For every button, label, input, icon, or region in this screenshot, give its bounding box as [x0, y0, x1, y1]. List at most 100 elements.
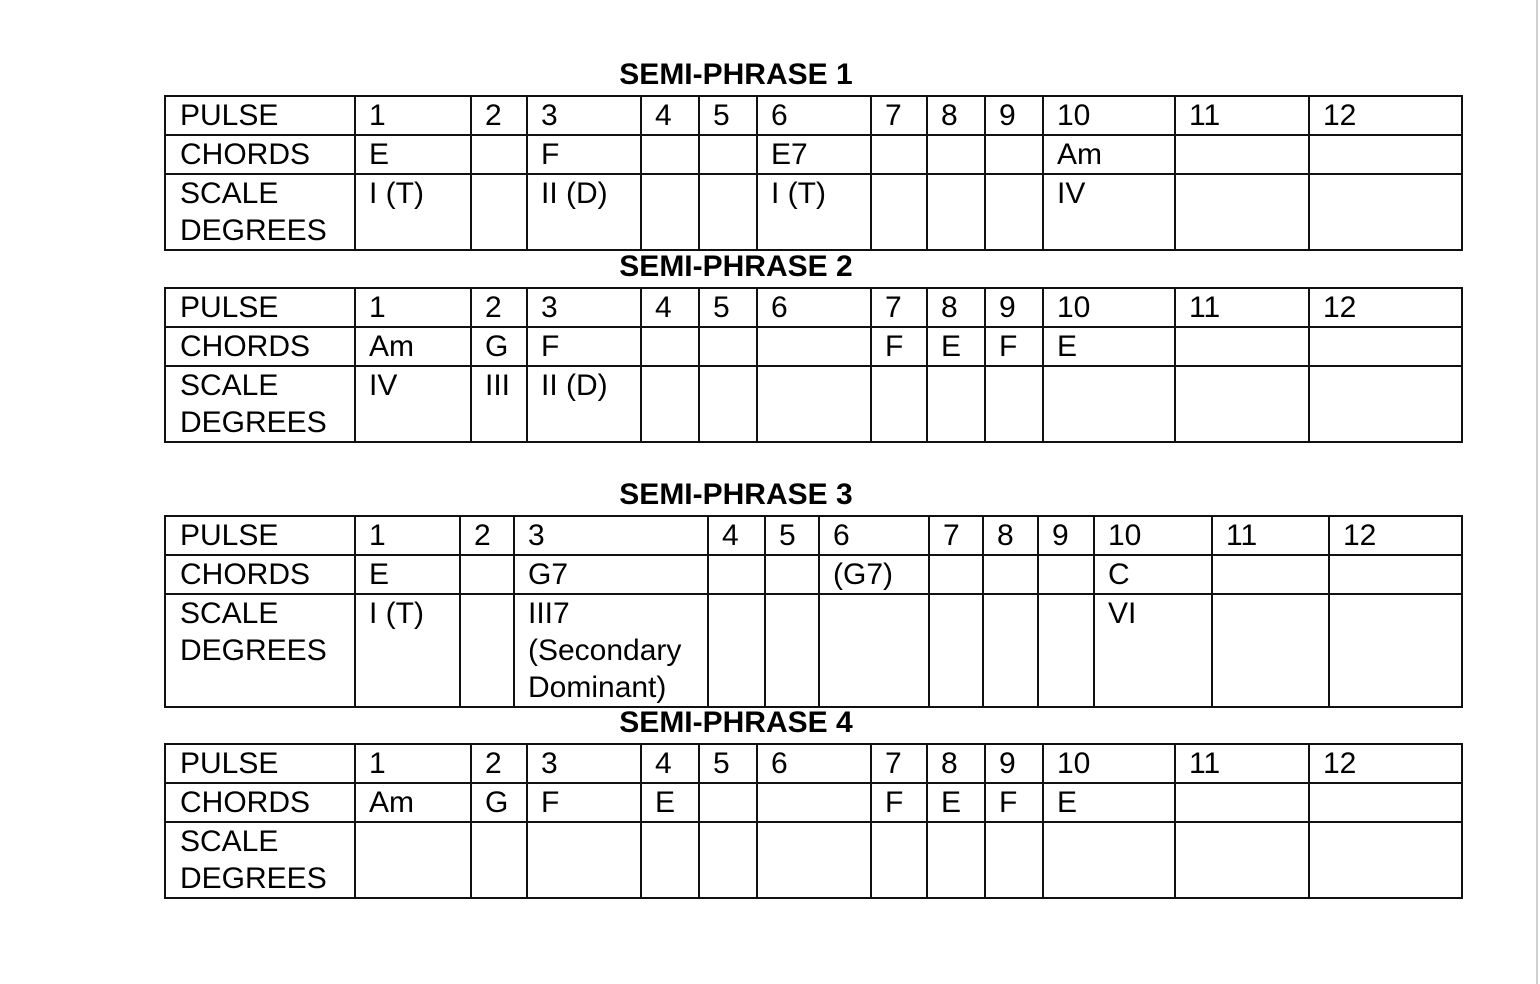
- table-cell: [1174, 821, 1310, 899]
- table-cell: [926, 134, 986, 175]
- table-cell: [640, 365, 700, 443]
- table-cell: 2: [470, 287, 528, 328]
- table-cell: [698, 134, 758, 175]
- table-cell: [1174, 173, 1310, 251]
- row-header: CHORDS: [164, 782, 356, 823]
- table-cell: [707, 554, 766, 595]
- table-cell: III7 (Secondary Dominant): [513, 593, 709, 708]
- table-cell: I (T): [354, 173, 472, 251]
- table-cell: F: [870, 782, 928, 823]
- table-cell: Am: [354, 782, 472, 823]
- row-header: CHORDS: [164, 326, 356, 367]
- table-cell: 11: [1174, 95, 1310, 136]
- table-cell: E: [354, 134, 472, 175]
- table-cell: G: [470, 326, 528, 367]
- scale-degrees-row: SCALE DEGREES I (T) III7 (Secondary Domina…: [164, 593, 1463, 708]
- table-cell: 7: [928, 515, 984, 556]
- scale-degrees-row: SCALE DEGREES IV III II (D): [164, 365, 1463, 443]
- table-cell: [698, 782, 758, 823]
- table-cell: Am: [1042, 134, 1176, 175]
- table-cell: (G7): [818, 554, 930, 595]
- table-cell: [459, 554, 515, 595]
- table-cell: 2: [470, 743, 528, 784]
- table-cell: 11: [1174, 743, 1310, 784]
- table-cell: E: [926, 782, 986, 823]
- table-cell: [1308, 173, 1463, 251]
- table-cell: 2: [470, 95, 528, 136]
- table-cell: [354, 821, 472, 899]
- table-cell: [982, 593, 1039, 708]
- section-title: SEMI-PHRASE 2: [619, 250, 853, 283]
- table-cell: [1037, 593, 1095, 708]
- table-cell: F: [984, 326, 1044, 367]
- table-cell: [870, 821, 928, 899]
- semi-phrase-table: PULSE 1 2 3 4 5 6 7 8 9 10 11 12 CHORDS E G7 (G7) C SCALE …: [164, 515, 1463, 708]
- table-cell: [926, 821, 986, 899]
- table-cell: 10: [1042, 95, 1176, 136]
- table-cell: IV: [354, 365, 472, 443]
- table-cell: 9: [1037, 515, 1095, 556]
- table-cell: 2: [459, 515, 515, 556]
- table-cell: II (D): [526, 365, 642, 443]
- table-cell: [470, 821, 528, 899]
- table-cell: 5: [698, 287, 758, 328]
- table-cell: [756, 782, 872, 823]
- table-cell: 1: [354, 95, 472, 136]
- chords-row: CHORDS Am G F E F E F E: [164, 782, 1463, 823]
- table-cell: 1: [354, 287, 472, 328]
- table-cell: 12: [1308, 287, 1463, 328]
- table-cell: 4: [640, 287, 700, 328]
- scale-degrees-row: SCALE DEGREES: [164, 821, 1463, 899]
- row-header: CHORDS: [164, 554, 356, 595]
- scale-degrees-row: SCALE DEGREES I (T) II (D) I (T) IV: [164, 173, 1463, 251]
- table-cell: [756, 326, 872, 367]
- table-cell: [1308, 365, 1463, 443]
- row-header: PULSE: [164, 95, 356, 136]
- scrollbar[interactable]: [1536, 0, 1538, 984]
- table-cell: G7: [513, 554, 709, 595]
- row-header: SCALE DEGREES: [164, 821, 356, 899]
- table-cell: [756, 365, 872, 443]
- table-cell: 8: [926, 95, 986, 136]
- table-cell: [640, 326, 700, 367]
- table-cell: 11: [1174, 287, 1310, 328]
- table-cell: [984, 134, 1044, 175]
- table-cell: [1042, 821, 1176, 899]
- table-cell: IV: [1042, 173, 1176, 251]
- table-cell: [1308, 134, 1463, 175]
- table-cell: [526, 821, 642, 899]
- table-cell: [707, 593, 766, 708]
- table-cell: [870, 173, 928, 251]
- pulse-row: PULSE 1 2 3 4 5 6 7 8 9 10 11 12: [164, 95, 1463, 136]
- table-cell: [1328, 554, 1463, 595]
- table-cell: [1308, 782, 1463, 823]
- row-header: SCALE DEGREES: [164, 365, 356, 443]
- row-header: PULSE: [164, 287, 356, 328]
- table-cell: 3: [513, 515, 709, 556]
- table-cell: 12: [1308, 95, 1463, 136]
- table-cell: [459, 593, 515, 708]
- table-cell: 7: [870, 743, 928, 784]
- table-cell: [1037, 554, 1095, 595]
- table-cell: [470, 134, 528, 175]
- table-cell: [1308, 326, 1463, 367]
- table-cell: [926, 365, 986, 443]
- semi-phrase-table: PULSE 1 2 3 4 5 6 7 8 9 10 11 12 CHORDS Am G F E F E F E SCALE…: [164, 743, 1463, 899]
- chords-row: CHORDS E G7 (G7) C: [164, 554, 1463, 595]
- table-cell: E: [1042, 326, 1176, 367]
- table-cell: [870, 365, 928, 443]
- table-cell: 5: [698, 95, 758, 136]
- table-cell: [984, 821, 1044, 899]
- semi-phrase-table: PULSE 1 2 3 4 5 6 7 8 9 10 11 12 CHORDS Am G F F E F E SCALE …: [164, 287, 1463, 443]
- table-cell: [764, 593, 820, 708]
- table-cell: 9: [984, 287, 1044, 328]
- table-cell: 10: [1042, 743, 1176, 784]
- row-header: PULSE: [164, 515, 356, 556]
- section-title: SEMI-PHRASE 1: [619, 58, 853, 91]
- table-cell: [1174, 365, 1310, 443]
- table-cell: [1328, 593, 1463, 708]
- table-cell: 6: [756, 743, 872, 784]
- table-cell: 10: [1042, 287, 1176, 328]
- table-cell: 1: [354, 743, 472, 784]
- table-cell: 12: [1308, 743, 1463, 784]
